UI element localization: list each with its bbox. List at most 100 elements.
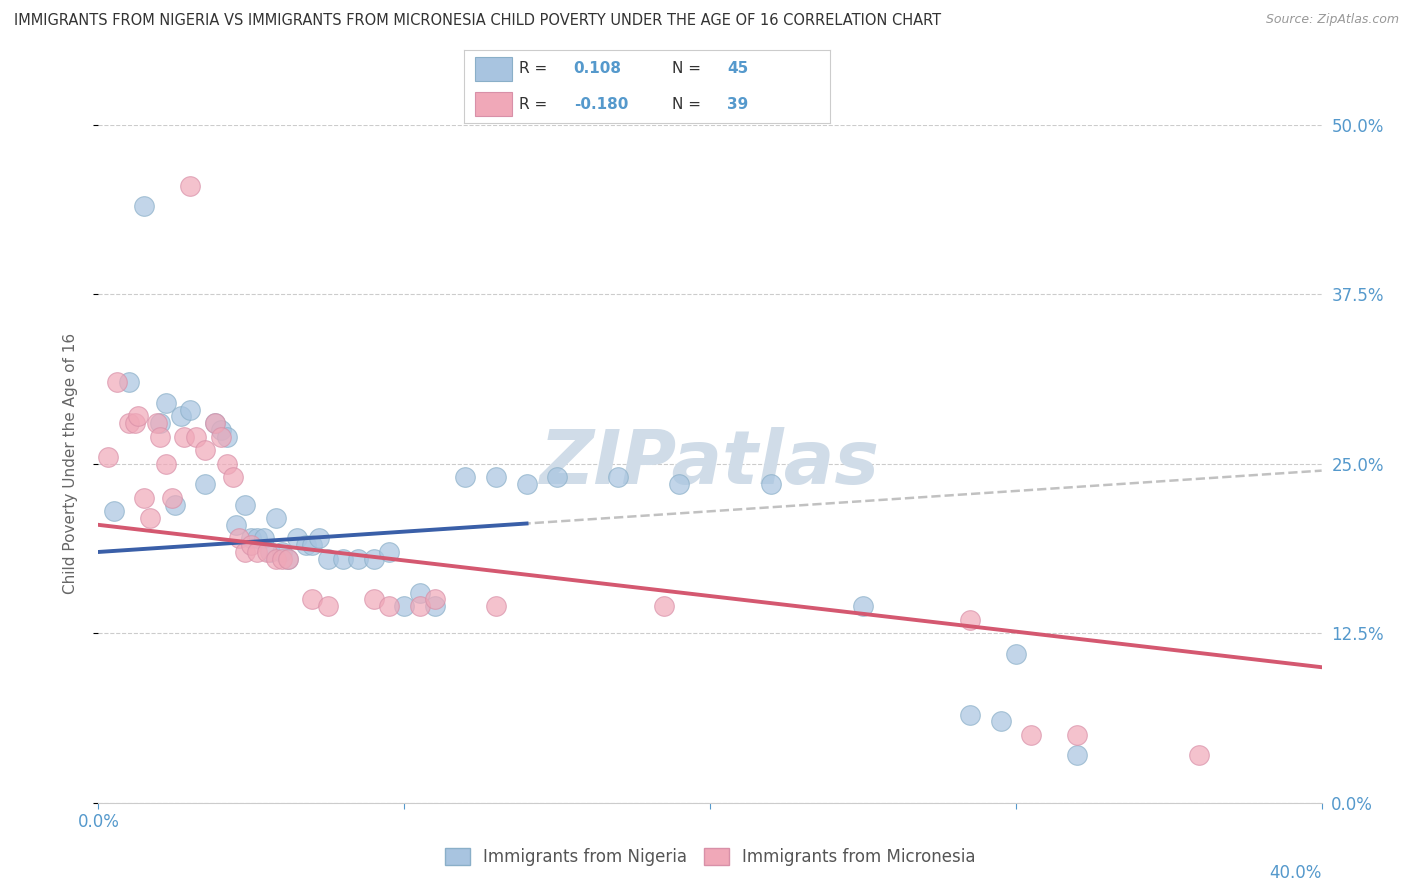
Text: R =: R = [519, 62, 547, 77]
Point [233, 498, 256, 512]
Point [852, 599, 875, 614]
Point [127, 409, 149, 424]
Text: IMMIGRANTS FROM NIGERIA VS IMMIGRANTS FROM MICRONESIA CHILD POVERTY UNDER THE AG: IMMIGRANTS FROM NIGERIA VS IMMIGRANTS FR… [14, 13, 941, 29]
Point [264, 511, 287, 525]
Point [204, 416, 226, 430]
Point [124, 416, 146, 430]
Point [285, 532, 308, 546]
Point [233, 545, 256, 559]
Point [959, 707, 981, 722]
Point [264, 551, 287, 566]
Point [408, 585, 430, 599]
Text: -0.180: -0.180 [574, 96, 628, 112]
Point [270, 551, 294, 566]
Point [228, 532, 250, 546]
Point [194, 477, 217, 491]
Point [97, 450, 120, 464]
Point [301, 592, 323, 607]
Point [209, 423, 232, 437]
Point [105, 376, 128, 390]
Legend: Immigrants from Nigeria, Immigrants from Micronesia: Immigrants from Nigeria, Immigrants from… [437, 841, 983, 872]
Point [155, 457, 177, 471]
Point [990, 714, 1012, 729]
Point [259, 545, 281, 559]
Point [363, 551, 385, 566]
Point [378, 599, 401, 614]
Point [347, 551, 370, 566]
Point [139, 511, 162, 525]
Point [194, 443, 217, 458]
Point [204, 416, 226, 430]
Text: 0.108: 0.108 [574, 62, 621, 77]
Point [134, 199, 156, 213]
Point [485, 599, 508, 614]
Point [316, 551, 339, 566]
Point [163, 498, 186, 512]
Text: R =: R = [519, 96, 547, 112]
Point [179, 402, 201, 417]
Point [378, 545, 401, 559]
Point [215, 457, 238, 471]
Text: 40.0%: 40.0% [1270, 863, 1322, 882]
Point [209, 430, 232, 444]
Text: ZIPatlas: ZIPatlas [540, 427, 880, 500]
Point [301, 538, 323, 552]
Point [423, 592, 446, 607]
Point [118, 376, 141, 390]
FancyBboxPatch shape [475, 57, 512, 80]
Point [252, 532, 274, 546]
Point [170, 409, 193, 424]
Point [1066, 748, 1088, 763]
Point [118, 416, 141, 430]
Point [256, 545, 278, 559]
Point [240, 538, 263, 552]
Point [270, 545, 294, 559]
Text: Source: ZipAtlas.com: Source: ZipAtlas.com [1265, 13, 1399, 27]
Point [246, 545, 269, 559]
Point [308, 532, 330, 546]
Point [155, 396, 177, 410]
Point [454, 470, 477, 484]
Point [240, 532, 263, 546]
Point [332, 551, 354, 566]
Text: N =: N = [672, 96, 702, 112]
Point [652, 599, 675, 614]
Point [485, 470, 508, 484]
Point [103, 504, 125, 518]
Point [408, 599, 430, 614]
Point [134, 491, 156, 505]
Point [761, 477, 783, 491]
Point [215, 430, 238, 444]
Point [516, 477, 538, 491]
Text: N =: N = [672, 62, 702, 77]
FancyBboxPatch shape [475, 93, 512, 116]
Point [277, 551, 299, 566]
Point [392, 599, 416, 614]
Point [1019, 728, 1042, 742]
Point [222, 470, 245, 484]
Point [363, 592, 385, 607]
Point [1188, 748, 1211, 763]
Point [173, 430, 195, 444]
Point [295, 538, 318, 552]
Point [959, 613, 981, 627]
Point [277, 551, 299, 566]
Text: 45: 45 [727, 62, 748, 77]
Text: 39: 39 [727, 96, 748, 112]
Point [179, 178, 201, 193]
Point [1004, 647, 1026, 661]
Point [246, 532, 269, 546]
Point [145, 416, 167, 430]
Y-axis label: Child Poverty Under the Age of 16: Child Poverty Under the Age of 16 [63, 334, 77, 594]
Point [423, 599, 446, 614]
Point [1066, 728, 1088, 742]
Point [607, 470, 630, 484]
Point [149, 430, 172, 444]
Point [149, 416, 172, 430]
Point [546, 470, 568, 484]
Point [160, 491, 183, 505]
Point [225, 517, 247, 532]
Point [668, 477, 690, 491]
Point [316, 599, 339, 614]
Point [186, 430, 208, 444]
